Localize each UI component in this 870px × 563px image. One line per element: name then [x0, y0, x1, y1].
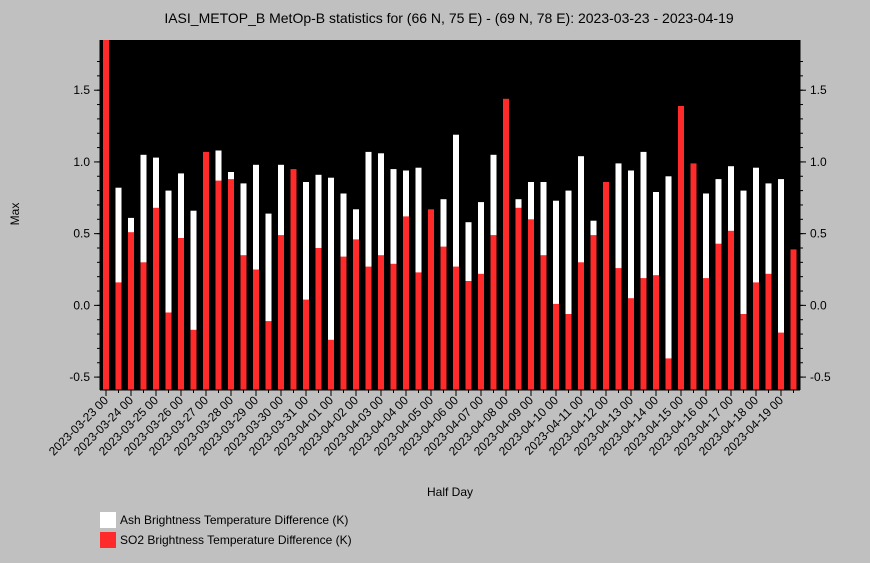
so2-bar	[315, 248, 322, 390]
so2-bar	[703, 278, 709, 390]
so2-bar	[353, 239, 359, 390]
so2-bar	[740, 314, 747, 390]
legend-swatch-ash	[100, 512, 116, 528]
so2-bar	[690, 163, 697, 390]
ash-bar	[165, 190, 172, 390]
so2-bar	[103, 40, 109, 390]
so2-bar	[128, 232, 134, 390]
so2-bar	[715, 243, 722, 390]
so2-bar	[565, 314, 572, 390]
ash-bar	[565, 190, 572, 390]
ash-bar	[640, 151, 647, 390]
so2-bar	[478, 273, 484, 390]
x-axis-label: Half Day	[427, 485, 473, 499]
so2-bar	[240, 255, 247, 390]
so2-bar	[515, 207, 522, 390]
so2-bar	[728, 230, 734, 390]
so2-bar	[415, 272, 422, 390]
y-axis: -0.5 -0.5 0.0 0.0 0.5 0.5 1.0 1.0 1.5 1.5	[69, 40, 831, 390]
ash-bar	[265, 213, 272, 390]
so2-bar	[603, 182, 609, 390]
y-tick-label-left: 1.5	[73, 83, 90, 97]
bars-group	[103, 40, 797, 391]
so2-bar	[115, 282, 122, 390]
legend-label-so2: SO2 Brightness Temperature Difference (K…	[120, 533, 352, 547]
y-axis-label: Max	[8, 203, 22, 226]
so2-bar	[228, 179, 234, 390]
y-tick-label-right: 1.5	[810, 83, 827, 97]
so2-bar	[165, 312, 172, 390]
y-tick-label-left: 1.0	[73, 155, 90, 169]
ash-bar	[328, 177, 334, 390]
legend-swatch-so2	[100, 532, 116, 548]
so2-bar	[615, 268, 622, 390]
y-tick-label-left: -0.5	[69, 370, 90, 384]
ash-bar	[665, 176, 672, 390]
ash-bar	[453, 134, 459, 390]
so2-bar	[190, 329, 197, 390]
y-tick-label-right: 0.5	[810, 227, 827, 241]
so2-bar	[215, 180, 222, 390]
y-tick-label-right: 1.0	[810, 155, 827, 169]
so2-bar	[790, 249, 797, 390]
so2-bar	[578, 262, 584, 390]
so2-bar	[265, 321, 272, 390]
y-tick-label-right: -0.5	[810, 370, 831, 384]
so2-bar	[378, 255, 384, 390]
ash-bar	[303, 182, 309, 390]
so2-bar	[653, 275, 659, 390]
ash-bar	[740, 190, 747, 390]
so2-bar	[178, 238, 184, 390]
so2-bar	[540, 255, 547, 390]
so2-bar	[528, 219, 534, 390]
ash-bar	[190, 210, 197, 390]
so2-bar	[665, 358, 672, 390]
so2-bar	[328, 339, 334, 390]
so2-bar	[553, 303, 559, 390]
so2-bar	[278, 235, 284, 390]
so2-bar	[590, 235, 597, 390]
ash-bar	[628, 170, 634, 390]
so2-bar	[778, 332, 784, 390]
ash-bar	[778, 179, 784, 390]
so2-bar	[678, 106, 684, 390]
so2-bar	[428, 209, 434, 390]
so2-bar	[490, 235, 497, 390]
so2-bar	[303, 299, 309, 390]
so2-bar	[465, 281, 472, 390]
so2-bar	[140, 262, 147, 390]
so2-bar	[290, 169, 297, 390]
so2-bar	[453, 266, 459, 390]
y-tick-label-right: 0.0	[810, 298, 827, 312]
so2-bar	[203, 151, 209, 390]
so2-bar	[440, 246, 447, 390]
so2-bar	[403, 216, 409, 390]
so2-bar	[390, 263, 397, 390]
legend: Ash Brightness Temperature Difference (K…	[100, 512, 352, 548]
so2-bar	[153, 207, 159, 390]
so2-bar	[503, 98, 509, 391]
y-tick-label-left: 0.5	[73, 227, 90, 241]
so2-bar	[340, 256, 347, 390]
ash-bar	[553, 200, 559, 390]
so2-bar	[253, 269, 259, 390]
so2-bar	[765, 273, 772, 390]
so2-bar	[753, 282, 759, 390]
so2-bar	[365, 266, 372, 390]
y-tick-label-left: 0.0	[73, 298, 90, 312]
so2-bar	[640, 278, 647, 390]
chart-title: IASI_METOP_B MetOp-B statistics for (66 …	[164, 10, 734, 26]
ash-bar	[753, 167, 759, 390]
so2-bar	[628, 298, 634, 390]
legend-label-ash: Ash Brightness Temperature Difference (K…	[120, 513, 348, 527]
